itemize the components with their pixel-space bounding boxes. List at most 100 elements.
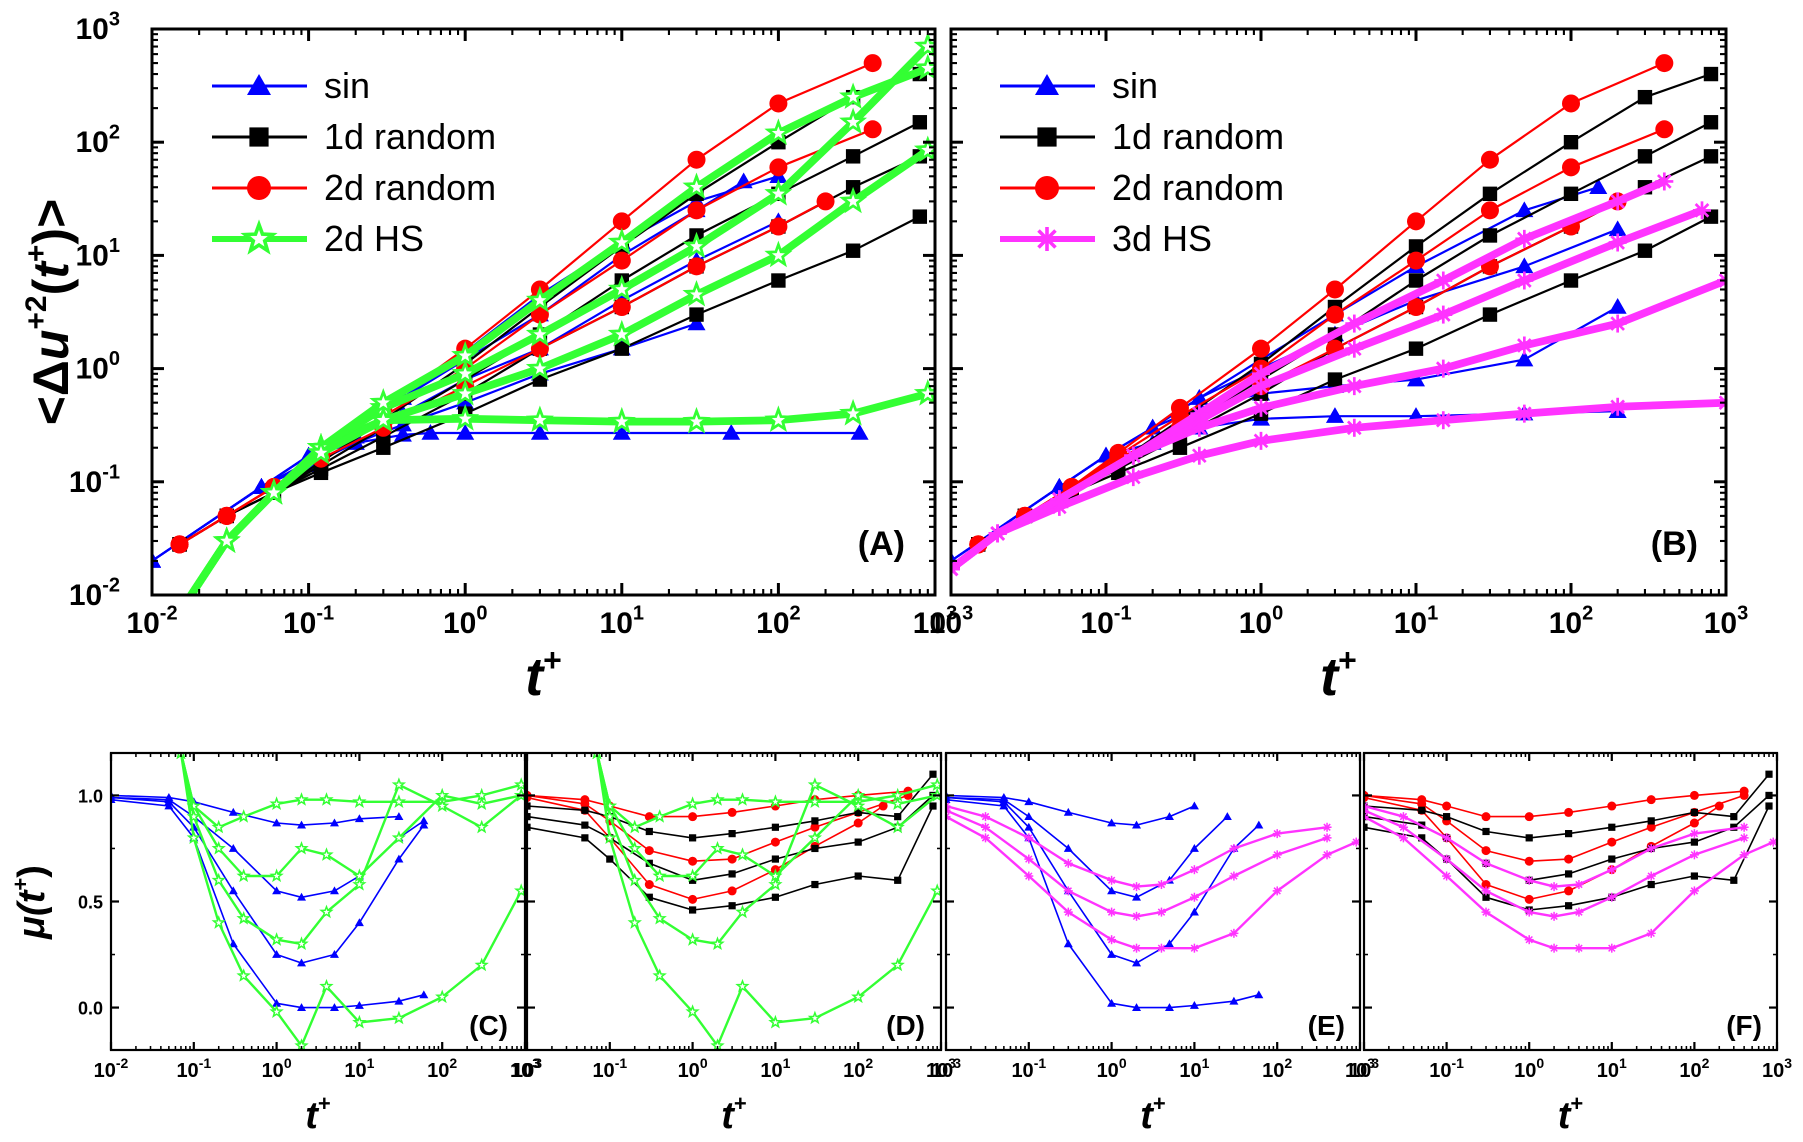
y-label-part: ) — [11, 865, 53, 878]
data-point-2d-random — [1524, 812, 1534, 822]
data-point-3d-HS — [1739, 833, 1749, 843]
data-point-sin — [1063, 843, 1073, 852]
data-point-1d-random — [1730, 813, 1738, 821]
marker-stroke — [1399, 823, 1408, 831]
marker-stroke — [951, 567, 959, 577]
x-tick-exponent: 0 — [1536, 1055, 1544, 1071]
x-tick-label: 101 — [1394, 603, 1439, 641]
data-point-2d-HS — [451, 359, 480, 386]
data-point-3d-HS — [1124, 468, 1143, 487]
data-point-1d-random — [1482, 827, 1490, 836]
data-point-2d-HS — [839, 186, 868, 214]
data-point-3d-HS — [1524, 875, 1534, 885]
marker-stroke — [1610, 316, 1625, 331]
x-axis-label: t+ — [1140, 1091, 1166, 1137]
data-point-1d-random — [376, 440, 391, 455]
data-point-3d-HS — [1549, 943, 1559, 953]
data-point-3d-HS — [1063, 907, 1073, 917]
data-point-2d-HS — [525, 405, 554, 433]
data-point-sin — [1608, 220, 1627, 237]
x-tick-label: 102 — [1679, 1055, 1709, 1082]
data-point-2d-random — [1739, 790, 1749, 800]
x-tick-label: 103 — [913, 603, 958, 641]
y-tick-label: 1.0 — [78, 786, 103, 806]
x-tick-label: 10-2 — [94, 1055, 129, 1082]
panels: 10-2 10-1 100 101 102 10310-210-1100101102103… — [69, 9, 1792, 1138]
series-line-2d-random — [1364, 790, 1745, 818]
data-point-1d-random — [771, 823, 779, 831]
data-point-3d-HS — [1351, 837, 1360, 847]
data-point-2d-HS — [602, 798, 617, 813]
x-tick-exponent: 1 — [783, 1055, 791, 1071]
data-point-1d-random — [1418, 834, 1426, 842]
data-point-sin — [1222, 812, 1232, 821]
data-point-2d-HS — [269, 932, 284, 946]
marker-stroke — [1435, 412, 1451, 428]
data-point-2d-HS — [211, 819, 226, 834]
data-point-3d-HS — [988, 524, 1007, 543]
x-tick-base: 10 — [510, 1060, 532, 1082]
data-point-sin — [1164, 1003, 1174, 1011]
data-point-2d-random — [1562, 94, 1580, 113]
marker-stroke — [1037, 229, 1057, 249]
x-axis-label: t+ — [721, 1091, 747, 1137]
x-tick-exponent: 1 — [367, 1055, 375, 1071]
data-point-sin — [1107, 886, 1117, 895]
series-line-2d-random — [527, 796, 884, 901]
y-label-part: u — [23, 330, 79, 361]
data-point-2d-random — [644, 846, 654, 856]
x-axis-label-base: t — [1320, 647, 1340, 707]
x-tick-base: 10 — [1262, 1060, 1284, 1082]
series-group — [527, 753, 941, 1050]
marker-stroke — [1525, 876, 1533, 884]
data-point-2d-HS — [685, 868, 700, 883]
data-point-sin — [1325, 407, 1344, 423]
data-point-2d-HS — [269, 796, 284, 811]
marker-stroke — [1025, 855, 1033, 863]
data-point-2d-random — [1564, 807, 1574, 817]
x-tick-label: 10-1 — [1080, 603, 1131, 641]
data-point-3d-HS — [1156, 907, 1166, 917]
data-point-sin — [1515, 350, 1534, 367]
data-point-2d-HS — [236, 809, 251, 823]
data-point-2d-random — [810, 822, 820, 832]
data-point-2d-HS — [685, 932, 700, 946]
data-point-2d-random — [580, 799, 590, 809]
data-point-sin — [419, 816, 429, 825]
x-tick-base: 10 — [1549, 607, 1582, 640]
data-point-sin — [111, 795, 116, 804]
x-tick-exponent: 3 — [1784, 1055, 1792, 1071]
x-tick-base: 10 — [843, 1060, 865, 1082]
legend: sin 1d random 2d random 2d HS — [212, 65, 496, 259]
marker-stroke — [1690, 887, 1699, 895]
x-tick-base: 10 — [512, 1060, 534, 1082]
data-point-2d-random — [1407, 212, 1425, 231]
marker-stroke — [1347, 378, 1362, 394]
data-point-2d-HS — [391, 1010, 407, 1025]
marker-stroke — [1550, 912, 1558, 921]
marker-stroke — [1192, 448, 1207, 464]
data-point-1d-random — [854, 808, 862, 816]
data-point-sin — [329, 1003, 339, 1011]
data-point-sin — [1132, 892, 1142, 901]
data-point-sin — [329, 950, 339, 958]
legend-label-2d-random: 2d random — [324, 167, 496, 208]
data-point-sin — [1024, 822, 1034, 831]
marker-stroke — [1740, 851, 1748, 859]
series-line-sin — [946, 794, 1195, 826]
marker-stroke — [1550, 944, 1558, 952]
data-point-1d-random — [854, 872, 862, 880]
data-point-1d-random — [1443, 813, 1451, 821]
series-line-sin — [946, 798, 1259, 1009]
data-point-2d-random — [1689, 818, 1699, 828]
marker-stroke — [1125, 448, 1141, 464]
data-point-2d-random — [1607, 801, 1617, 811]
marker-stroke — [1364, 806, 1368, 812]
marker-stroke — [1435, 307, 1451, 322]
data-point-1d-random — [728, 830, 736, 838]
x-tick-label: 10-1 — [176, 1055, 211, 1082]
marker-stroke — [1399, 834, 1408, 842]
data-point-2d-HS — [319, 792, 334, 806]
